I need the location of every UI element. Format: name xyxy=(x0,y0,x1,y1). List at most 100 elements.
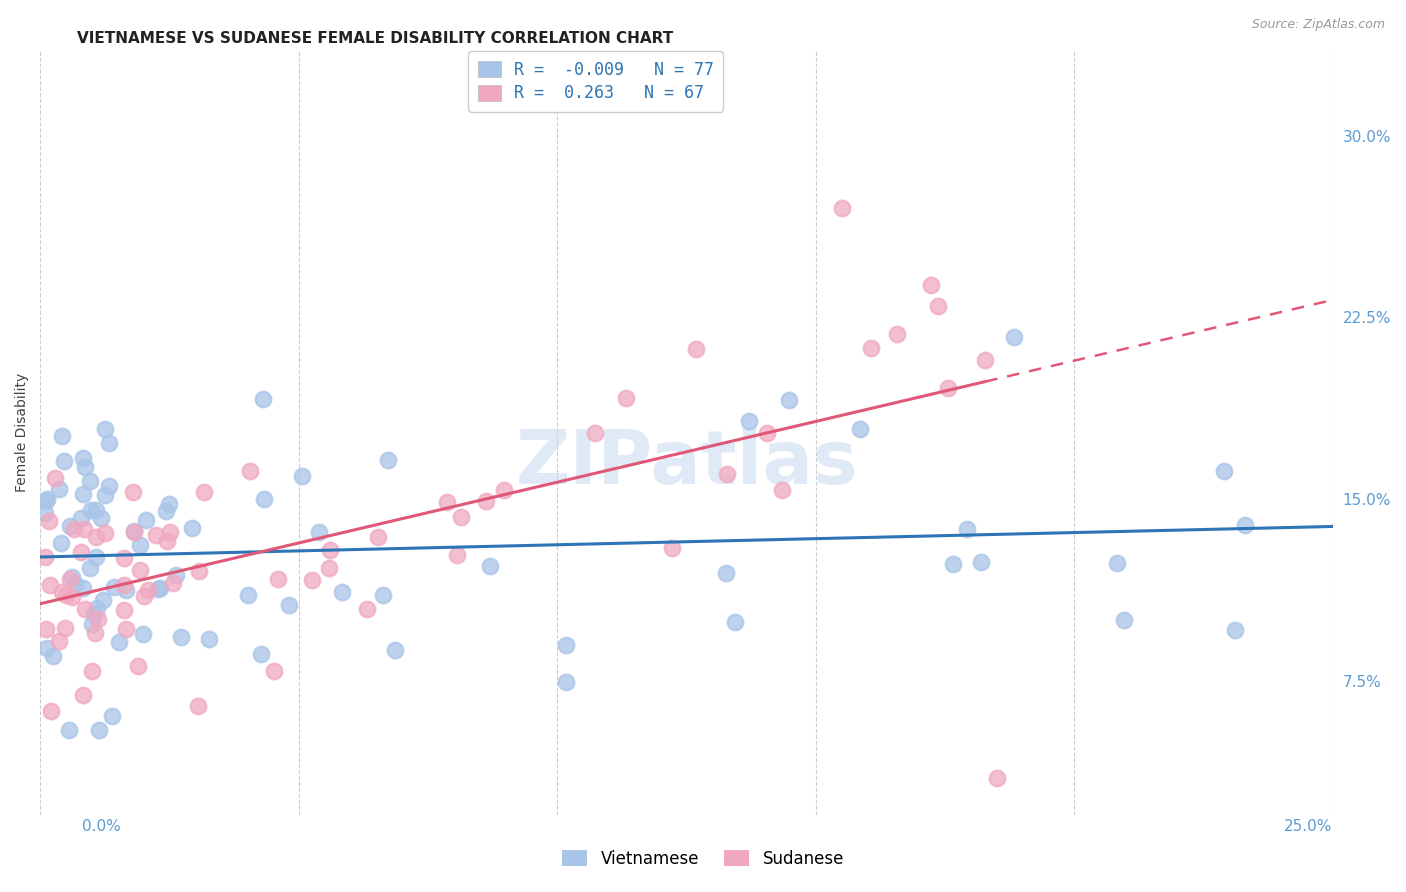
Point xyxy=(156,534,179,549)
Point xyxy=(83,625,105,640)
Point xyxy=(149,581,172,595)
Point xyxy=(479,558,502,573)
Text: Source: ZipAtlas.com: Source: ZipAtlas.com xyxy=(1251,18,1385,31)
Point xyxy=(986,771,1008,785)
Point xyxy=(79,474,101,488)
Point xyxy=(51,585,73,599)
Point xyxy=(238,589,260,603)
Point xyxy=(927,299,949,313)
Point xyxy=(942,558,965,572)
Point xyxy=(263,664,285,678)
Point xyxy=(79,561,101,575)
Point xyxy=(157,497,180,511)
Point xyxy=(93,422,115,436)
Point xyxy=(330,584,353,599)
Point xyxy=(198,632,221,647)
Point xyxy=(371,588,394,602)
Point xyxy=(53,454,76,468)
Point xyxy=(72,451,94,466)
Point xyxy=(69,511,91,525)
Point xyxy=(446,548,468,562)
Point xyxy=(356,602,378,616)
Point xyxy=(831,202,853,216)
Point xyxy=(35,492,58,507)
Point xyxy=(738,414,761,428)
Point xyxy=(492,483,515,498)
Point xyxy=(112,603,135,617)
Point xyxy=(35,622,58,636)
Point xyxy=(94,488,117,502)
Point xyxy=(83,607,105,622)
Point xyxy=(969,555,991,569)
Point xyxy=(94,525,117,540)
Point xyxy=(128,538,150,552)
Point xyxy=(555,638,578,652)
Point xyxy=(84,549,107,564)
Point xyxy=(63,522,86,536)
Point xyxy=(103,580,125,594)
Point xyxy=(249,647,271,661)
Point xyxy=(180,521,202,535)
Point xyxy=(159,524,181,539)
Legend: Vietnamese, Sudanese: Vietnamese, Sudanese xyxy=(555,844,851,875)
Point xyxy=(128,563,150,577)
Point xyxy=(145,528,167,542)
Point xyxy=(124,524,146,539)
Point xyxy=(308,525,330,540)
Point xyxy=(859,342,882,356)
Point xyxy=(974,353,997,368)
Point xyxy=(39,578,62,592)
Point xyxy=(132,589,155,603)
Point xyxy=(80,664,103,678)
Point xyxy=(614,391,637,405)
Point xyxy=(34,506,56,520)
Point xyxy=(42,648,65,663)
Point xyxy=(98,479,121,493)
Point xyxy=(63,577,86,591)
Point xyxy=(253,491,276,506)
Point xyxy=(73,522,96,536)
Point xyxy=(716,467,738,481)
Point xyxy=(91,592,114,607)
Point xyxy=(318,543,340,558)
Point xyxy=(115,623,138,637)
Point xyxy=(450,509,472,524)
Y-axis label: Female Disability: Female Disability xyxy=(15,373,30,492)
Point xyxy=(84,530,107,544)
Point xyxy=(778,392,800,407)
Point xyxy=(37,641,59,656)
Point xyxy=(132,626,155,640)
Point xyxy=(108,635,131,649)
Point xyxy=(38,514,60,528)
Point xyxy=(84,503,107,517)
Point xyxy=(848,422,870,436)
Point xyxy=(436,495,458,509)
Point xyxy=(59,572,82,586)
Point xyxy=(291,469,314,483)
Point xyxy=(585,426,607,441)
Point xyxy=(155,503,177,517)
Text: 25.0%: 25.0% xyxy=(1284,820,1331,834)
Point xyxy=(89,511,111,525)
Point xyxy=(53,621,76,635)
Point xyxy=(685,342,707,356)
Point xyxy=(72,487,94,501)
Point xyxy=(267,572,290,586)
Text: 0.0%: 0.0% xyxy=(82,820,121,834)
Point xyxy=(39,704,62,718)
Point xyxy=(73,459,96,474)
Point xyxy=(136,583,159,598)
Point xyxy=(377,453,399,467)
Point xyxy=(121,484,143,499)
Point xyxy=(87,612,110,626)
Point xyxy=(239,464,262,478)
Point xyxy=(188,564,211,578)
Point xyxy=(48,482,70,496)
Point xyxy=(59,519,82,533)
Point xyxy=(101,709,124,723)
Point xyxy=(162,576,184,591)
Point xyxy=(170,631,193,645)
Point xyxy=(475,494,498,508)
Point xyxy=(724,615,747,630)
Point xyxy=(555,674,578,689)
